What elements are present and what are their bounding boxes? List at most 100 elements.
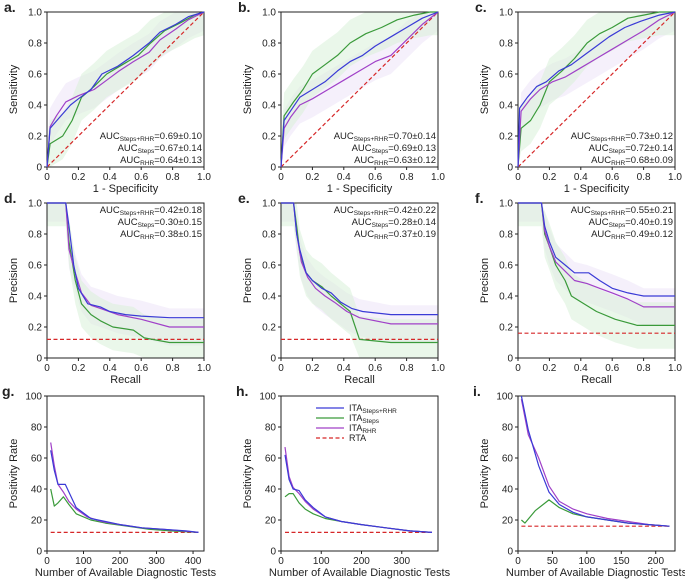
y-tick-label: 20 (502, 516, 514, 527)
panel-label: b. (238, 0, 250, 15)
x-tick-label: 0.2 (305, 363, 319, 374)
y-tick-label: 0.8 (28, 230, 42, 241)
x-tick-label: 300 (393, 556, 410, 567)
x-tick-label: 0.4 (103, 363, 117, 374)
x-tick-label: 0.2 (542, 363, 556, 374)
y-tick-label: 0.8 (262, 230, 276, 241)
y-tick-label: 0 (36, 163, 42, 174)
panel-e: 0 0.2 0.4 0.6 0.8 1.0 0 0.2 0.4 0.6 0.8 1.0 Recall Pr… (238, 190, 445, 386)
x-axis-label: Number of Available Diagnostic Tests (269, 567, 451, 579)
auc-annotation: AUCSteps+RHR=0.55±0.21 (571, 205, 673, 217)
x-tick-label: 0.8 (166, 172, 180, 183)
y-tick-label: 80 (265, 423, 277, 434)
plot-frame (46, 11, 205, 168)
y-axis-label: Sensitivity (8, 64, 20, 114)
y-tick-label: 100 (496, 392, 513, 403)
plot-frame (46, 395, 205, 552)
auc-annotation: AUCSteps=0.67±0.14 (118, 143, 202, 155)
auc-annotation: AUCSteps+RHR=0.70±0.14 (334, 131, 436, 143)
panel-label: g. (2, 383, 14, 399)
auc-annotation: AUCRHR=0.38±0.15 (120, 229, 202, 241)
y-tick-label: 0.4 (28, 292, 42, 303)
y-tick-label: 0.6 (28, 70, 42, 81)
panel-label: e. (238, 190, 250, 206)
y-tick-label: 60 (31, 454, 43, 465)
y-tick-label: 0.8 (499, 230, 513, 241)
x-tick-label: 300 (148, 556, 165, 567)
x-tick-label: 150 (613, 556, 630, 567)
y-tick-label: 1.0 (28, 199, 42, 210)
auc-annotation: AUCSteps+RHR=0.42±0.22 (334, 205, 436, 217)
auc-annotation: AUCSteps=0.30±0.15 (118, 217, 202, 229)
y-tick-label: 0.2 (262, 132, 276, 143)
x-tick-label: 0.6 (134, 172, 148, 183)
auc-annotation: AUCRHR=0.49±0.12 (591, 229, 673, 241)
panel-label: c. (475, 0, 487, 15)
y-axis-label: Precision (8, 258, 20, 303)
series-line-steps (50, 488, 199, 533)
panel-f: 0 0.2 0.4 0.6 0.8 1.0 0 0.2 0.4 0.6 0.8 1.0 Recall Pr… (475, 190, 682, 386)
y-tick-label: 0 (507, 163, 513, 174)
x-tick-label: 0 (278, 172, 284, 183)
x-axis-label: 1 - Specificity (93, 183, 159, 195)
y-tick-label: 0.6 (499, 261, 513, 272)
x-tick-label: 1.0 (197, 172, 211, 183)
panel-label: d. (4, 190, 16, 206)
series-line-steps (517, 11, 675, 168)
auc-annotation: AUCSteps=0.40±0.19 (589, 217, 673, 229)
series-line-rta (280, 11, 439, 168)
x-axis-label: Recall (344, 374, 375, 386)
y-tick-label: 1.0 (28, 8, 42, 19)
x-tick-label: 0 (515, 556, 521, 567)
auc-annotation: AUCSteps=0.72±0.14 (589, 143, 673, 155)
y-tick-label: 0 (36, 547, 42, 558)
x-tick-label: 200 (647, 556, 664, 567)
x-tick-label: 0 (44, 556, 50, 567)
x-tick-label: 0 (515, 172, 521, 183)
panel-b: 0 0.2 0.4 0.6 0.8 1.0 0 0.2 0.4 0.6 0.8 1.0 1 - Spec… (238, 0, 445, 195)
y-axis-label: Positivity Rate (479, 439, 491, 509)
y-tick-label: 0.2 (499, 132, 513, 143)
y-tick-label: 20 (31, 516, 43, 527)
y-axis-label: Precision (242, 258, 254, 303)
series-line-steps-rhr (280, 11, 439, 168)
x-axis-label: Recall (110, 374, 141, 386)
y-tick-label: 60 (265, 454, 277, 465)
x-tick-label: 0.4 (103, 172, 117, 183)
y-tick-label: 20 (265, 516, 277, 527)
series-line-steps-rhr (47, 202, 204, 319)
confidence-band (47, 203, 204, 358)
y-tick-label: 0 (270, 547, 276, 558)
series-line-steps-rhr (517, 11, 676, 168)
x-axis-label: 1 - Specificity (564, 183, 630, 195)
plot-frame (517, 11, 676, 168)
x-tick-label: 1.0 (668, 363, 682, 374)
y-tick-label: 0.8 (28, 39, 42, 50)
y-tick-label: 0 (270, 163, 276, 174)
x-tick-label: 1.0 (668, 172, 682, 183)
y-tick-label: 0.2 (28, 132, 42, 143)
y-tick-label: 0.2 (499, 323, 513, 334)
x-tick-label: 0.2 (71, 172, 85, 183)
series-line-steps-rhr (281, 202, 438, 316)
y-tick-label: 40 (502, 485, 514, 496)
x-tick-label: 0.8 (166, 363, 180, 374)
y-tick-label: 0.2 (262, 323, 276, 334)
auc-annotation: AUCRHR=0.64±0.13 (120, 155, 202, 167)
series-line-rhr (517, 11, 676, 168)
confidence-band (518, 203, 675, 349)
y-axis-label: Precision (479, 258, 491, 303)
y-tick-label: 0.6 (499, 70, 513, 81)
x-tick-label: 0.8 (400, 363, 414, 374)
y-tick-label: 0.6 (262, 70, 276, 81)
x-tick-label: 1.0 (431, 172, 445, 183)
x-tick-label: 0.2 (305, 172, 319, 183)
x-tick-label: 100 (75, 556, 92, 567)
plot-frame (46, 202, 205, 359)
x-tick-label: 0.8 (637, 172, 651, 183)
x-tick-label: 0.6 (134, 363, 148, 374)
series-line-steps (46, 11, 205, 168)
